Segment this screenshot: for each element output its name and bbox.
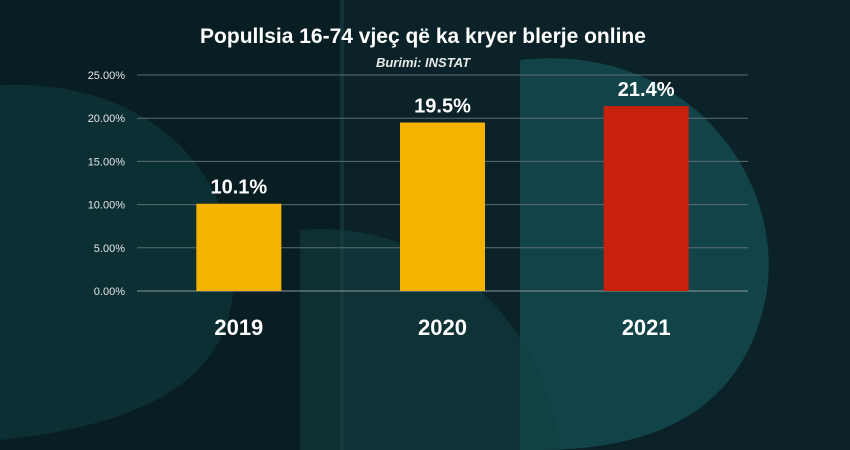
bars [196, 106, 689, 292]
x-tick-label-2020: 2020 [418, 315, 467, 340]
data-labels: 10.1% 19.5% 21.4% [210, 79, 674, 199]
y-tick-label: 10.00% [88, 200, 126, 212]
x-tick-label-2021: 2021 [622, 315, 671, 340]
y-tick-label: 20.00% [88, 113, 126, 125]
y-tick-label: 15.00% [88, 156, 126, 168]
data-label-2021: 21.4% [618, 79, 675, 101]
y-tick-label: 0.00% [94, 286, 125, 298]
bar-2021 [603, 106, 689, 291]
y-tick-label: 25.00% [88, 70, 126, 82]
y-axis-ticks: 0.00% 5.00% 10.00% 15.00% 20.00% 25.00% [88, 70, 126, 298]
x-axis-ticks: 2019 2020 2021 [214, 315, 670, 340]
data-label-2020: 19.5% [414, 96, 471, 118]
bar-2020 [400, 122, 485, 292]
chart-title: Popullsia 16-74 vjeç që ka kryer blerje … [200, 25, 646, 48]
y-tick-label: 5.00% [94, 243, 125, 255]
data-label-2019: 10.1% [210, 177, 267, 199]
chart-subtitle: Burimi: INSTAT [376, 55, 471, 70]
x-tick-label-2019: 2019 [214, 315, 263, 340]
bar-2019 [196, 203, 282, 291]
